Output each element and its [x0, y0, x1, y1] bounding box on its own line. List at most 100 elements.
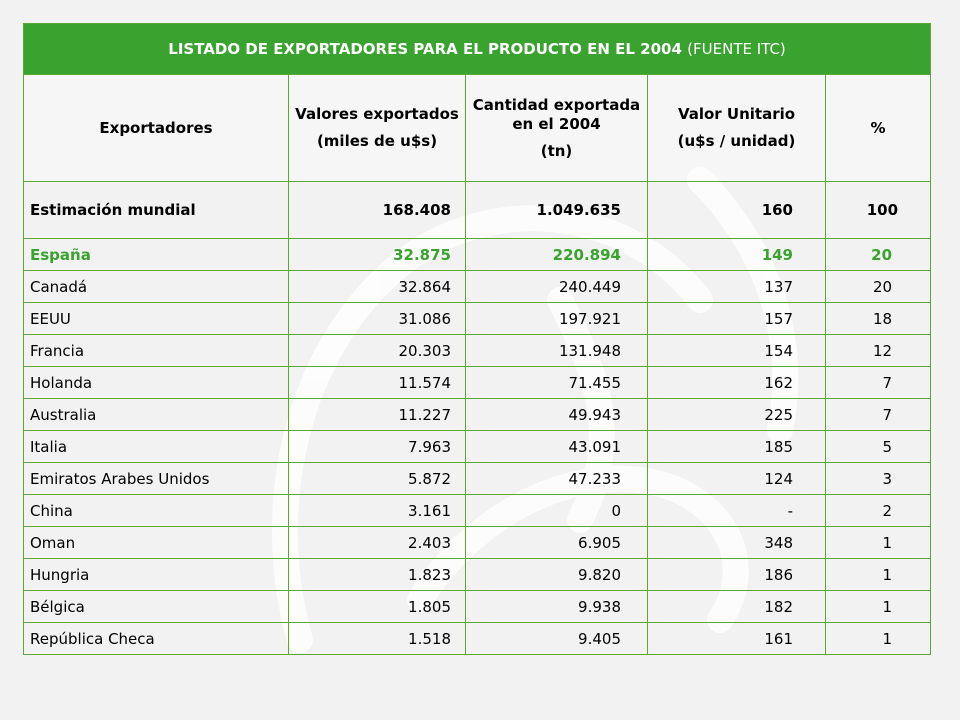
- cell-exportador: España: [23, 238, 289, 271]
- header-cantidad-exportada: Cantidad exportada en el 2004 (tn): [465, 74, 648, 182]
- table-title-bold: LISTADO DE EXPORTADORES PARA EL PRODUCTO…: [168, 40, 682, 58]
- cell-cantidad: 71.455: [465, 366, 648, 399]
- cell-porcentaje: 7: [824, 398, 932, 431]
- cell-valores: 1.823: [288, 558, 466, 591]
- cell-exportador: Hungria: [23, 558, 289, 591]
- table-title-row: LISTADO DE EXPORTADORES PARA EL PRODUCTO…: [22, 23, 932, 75]
- cell-unitario: 225: [647, 398, 826, 431]
- cell-porcentaje: 5: [824, 430, 932, 463]
- table-row: EEUU 31.086 197.921 157 18: [23, 302, 932, 335]
- cell-exportador: Canadá: [23, 270, 289, 303]
- cell-cantidad: 9.405: [465, 622, 648, 655]
- cell-exportador: Emiratos Arabes Unidos: [23, 462, 289, 495]
- cell-porcentaje: 3: [824, 462, 932, 495]
- world-estimate-row: Estimación mundial 168.408 1.049.635 160 100: [23, 181, 932, 239]
- cell-unitario: -: [647, 494, 826, 527]
- exporters-table: LISTADO DE EXPORTADORES PARA EL PRODUCTO…: [22, 23, 932, 655]
- header-unit: (tn): [540, 141, 573, 160]
- table-row: Canadá 32.864 240.449 137 20: [23, 270, 932, 303]
- cell-unitario: 154: [647, 334, 826, 367]
- table-row: Bélgica 1.805 9.938 182 1: [23, 590, 932, 623]
- cell-cantidad: 9.938: [465, 590, 648, 623]
- cell-exportador: Australia: [23, 398, 289, 431]
- cell-unitario: 137: [647, 270, 826, 303]
- cell-porcentaje: 1: [824, 590, 932, 623]
- cell-exportador: Oman: [23, 526, 289, 559]
- header-exportadores: Exportadores: [23, 74, 289, 182]
- cell-valores: 20.303: [288, 334, 466, 367]
- cell-valores: 3.161: [288, 494, 466, 527]
- cell-porcentaje: 2: [824, 494, 932, 527]
- cell-cantidad: 131.948: [465, 334, 648, 367]
- table-title: LISTADO DE EXPORTADORES PARA EL PRODUCTO…: [22, 23, 932, 75]
- cell-porcentaje: 20: [824, 238, 932, 271]
- cell-cantidad: 49.943: [465, 398, 648, 431]
- table-row: Italia 7.963 43.091 185 5: [23, 430, 932, 463]
- cell-cantidad: 47.233: [465, 462, 648, 495]
- header-label: %: [870, 118, 886, 137]
- cell-unitario: 186: [647, 558, 826, 591]
- cell-cantidad: 1.049.635: [465, 181, 648, 239]
- cell-exportador: Francia: [23, 334, 289, 367]
- cell-unitario: 157: [647, 302, 826, 335]
- spain-row: España 32.875 220.894 149 20: [23, 238, 932, 271]
- cell-valores: 11.227: [288, 398, 466, 431]
- cell-cantidad: 220.894: [465, 238, 648, 271]
- cell-unitario: 124: [647, 462, 826, 495]
- table-row: República Checa 1.518 9.405 161 1: [23, 622, 932, 655]
- cell-cantidad: 9.820: [465, 558, 648, 591]
- cell-porcentaje: 12: [824, 334, 932, 367]
- cell-porcentaje: 1: [824, 526, 932, 559]
- cell-porcentaje: 7: [824, 366, 932, 399]
- header-unit: (miles de u$s): [316, 132, 438, 150]
- header-unit: (u$s / unidad): [677, 132, 796, 150]
- header-label: Cantidad exportada en el 2004: [472, 95, 641, 133]
- header-valor-unitario: Valor Unitario (u$s / unidad): [647, 74, 826, 182]
- table-row: Oman 2.403 6.905 348 1: [23, 526, 932, 559]
- cell-valores: 11.574: [288, 366, 466, 399]
- cell-cantidad: 197.921: [465, 302, 648, 335]
- cell-exportador: China: [23, 494, 289, 527]
- cell-cantidad: 6.905: [465, 526, 648, 559]
- cell-unitario: 162: [647, 366, 826, 399]
- cell-exportador: EEUU: [23, 302, 289, 335]
- table-row: Holanda 11.574 71.455 162 7: [23, 366, 932, 399]
- cell-unitario: 161: [647, 622, 826, 655]
- header-label: Valores exportados: [295, 105, 459, 123]
- header-valores-exportados: Valores exportados (miles de u$s): [288, 74, 466, 182]
- cell-exportador: Estimación mundial: [23, 181, 289, 239]
- cell-porcentaje: 100: [824, 181, 932, 239]
- cell-valores: 168.408: [288, 181, 466, 239]
- cell-cantidad: 43.091: [465, 430, 648, 463]
- cell-valores: 1.518: [288, 622, 466, 655]
- header-label: Exportadores: [99, 118, 213, 137]
- cell-valores: 31.086: [288, 302, 466, 335]
- table-row: Hungria 1.823 9.820 186 1: [23, 558, 932, 591]
- cell-exportador: Bélgica: [23, 590, 289, 623]
- cell-valores: 1.805: [288, 590, 466, 623]
- cell-cantidad: 240.449: [465, 270, 648, 303]
- table-body: Estimación mundial 168.408 1.049.635 160 100…: [23, 181, 932, 655]
- cell-unitario: 182: [647, 590, 826, 623]
- cell-porcentaje: 1: [824, 622, 932, 655]
- cell-exportador: Italia: [23, 430, 289, 463]
- cell-porcentaje: 1: [824, 558, 932, 591]
- cell-valores: 7.963: [288, 430, 466, 463]
- table-row: Australia 11.227 49.943 225 7: [23, 398, 932, 431]
- cell-unitario: 348: [647, 526, 826, 559]
- cell-exportador: República Checa: [23, 622, 289, 655]
- table-row: Francia 20.303 131.948 154 12: [23, 334, 932, 367]
- cell-porcentaje: 18: [824, 302, 932, 335]
- cell-unitario: 160: [647, 181, 826, 239]
- column-header-row: Exportadores Valores exportados (miles de …: [23, 74, 932, 182]
- header-porcentaje: %: [824, 74, 932, 182]
- cell-exportador: Holanda: [23, 366, 289, 399]
- header-label: Valor Unitario: [677, 105, 796, 123]
- table-row: China 3.161 0-2: [23, 494, 932, 527]
- cell-porcentaje: 20: [824, 270, 932, 303]
- cell-cantidad: 0: [465, 494, 648, 527]
- cell-valores: 32.864: [288, 270, 466, 303]
- table-row: Emiratos Arabes Unidos 5.872 47.233 124 3: [23, 462, 932, 495]
- cell-unitario: 185: [647, 430, 826, 463]
